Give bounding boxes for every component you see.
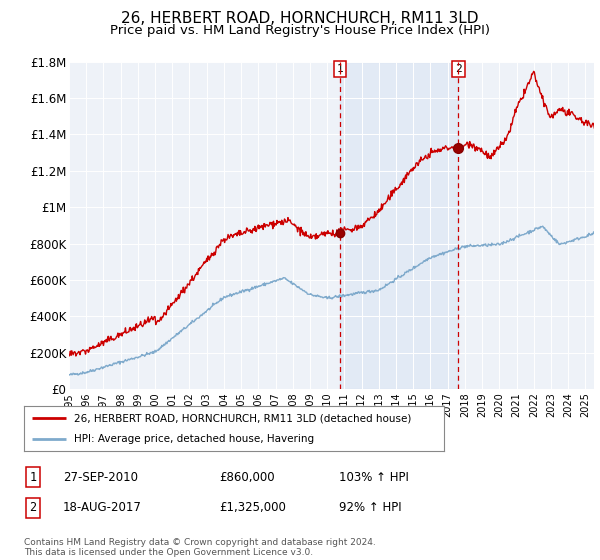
Text: 27-SEP-2010: 27-SEP-2010	[63, 470, 138, 484]
Text: 2: 2	[455, 64, 462, 74]
Text: 1: 1	[337, 64, 343, 74]
Text: 26, HERBERT ROAD, HORNCHURCH, RM11 3LD (detached house): 26, HERBERT ROAD, HORNCHURCH, RM11 3LD (…	[74, 413, 412, 423]
Bar	[340, 62, 458, 389]
Text: £1,325,000: £1,325,000	[219, 501, 286, 515]
Text: HPI: Average price, detached house, Havering: HPI: Average price, detached house, Have…	[74, 433, 314, 444]
Text: 92% ↑ HPI: 92% ↑ HPI	[339, 501, 401, 515]
Text: 1: 1	[29, 470, 37, 484]
Text: 103% ↑ HPI: 103% ↑ HPI	[339, 470, 409, 484]
Text: Price paid vs. HM Land Registry's House Price Index (HPI): Price paid vs. HM Land Registry's House …	[110, 24, 490, 37]
Text: 2: 2	[29, 501, 37, 515]
Text: 18-AUG-2017: 18-AUG-2017	[63, 501, 142, 515]
Text: £860,000: £860,000	[219, 470, 275, 484]
Text: 26, HERBERT ROAD, HORNCHURCH, RM11 3LD: 26, HERBERT ROAD, HORNCHURCH, RM11 3LD	[121, 11, 479, 26]
Text: Contains HM Land Registry data © Crown copyright and database right 2024.
This d: Contains HM Land Registry data © Crown c…	[24, 538, 376, 557]
